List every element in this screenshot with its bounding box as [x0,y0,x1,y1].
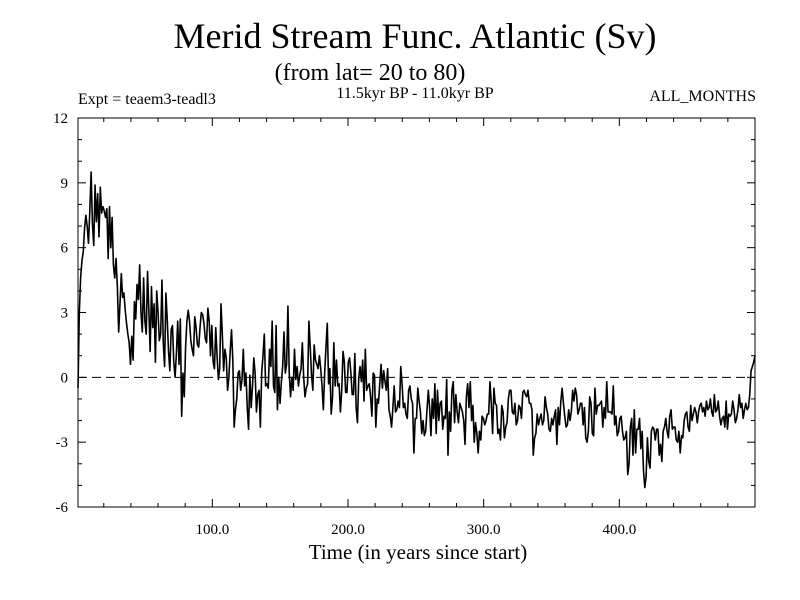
experiment-label: Expt = teaem3-teadl3 [78,91,216,108]
y-tick-label: 6 [61,241,69,257]
x-tick-label: 300.0 [467,522,501,538]
y-tick-label: 12 [53,111,68,127]
tick-labels: 100.0 200.0 300.0 400.0 -6 -3 0 3 6 9 12 [53,111,636,538]
axis-ticks [78,117,755,508]
period-label: 11.5kyr BP - 11.0kyr BP [336,85,494,102]
x-axis-title: Time (in years since start) [309,540,528,564]
chart-subtitle: (from lat= 20 to 80) [274,60,466,86]
x-tick-label: 100.0 [195,522,229,538]
y-tick-label: 0 [61,370,69,386]
y-tick-label: 3 [61,306,69,322]
y-tick-label: 9 [61,176,69,192]
chart-title: Merid Stream Func. Atlantic (Sv) [173,16,657,56]
x-tick-label: 200.0 [331,522,365,538]
x-tick-label: 400.0 [602,522,636,538]
y-tick-label: -6 [56,500,69,516]
y-tick-label: -3 [56,435,69,451]
months-label: ALL_MONTHS [649,88,756,105]
plot-frame [77,117,756,508]
series-line [77,171,756,489]
